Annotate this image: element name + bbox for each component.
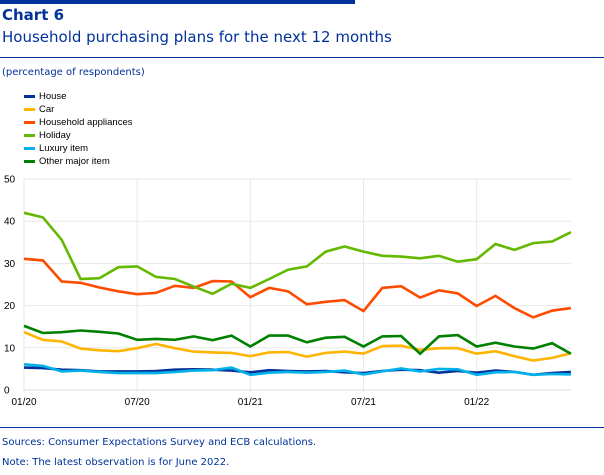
legend-item: House [24,90,132,103]
series-line-household-appliances [23,257,572,319]
legend-label: Household appliances [39,117,133,128]
title-divider [0,57,604,58]
legend-label: Car [39,104,55,115]
legend-swatch [24,108,35,111]
legend-item: Holiday [24,129,132,142]
y-tick-label: 20 [4,301,16,312]
x-tick-label: 07/21 [351,397,376,408]
line-chart: 0 10 20 30 40 50 01/20 07/20 01/21 07/21 01/22 [4,175,572,408]
x-tick-label: 07/20 [125,397,150,408]
chart-number: Chart 6 [2,6,65,24]
y-tick-label: 40 [4,217,16,228]
legend-label: House [39,91,67,102]
legend-label: Luxury item [39,143,89,154]
series-line-holiday [23,211,572,296]
observation-note: Note: The latest observation is for June… [2,457,230,468]
legend-item: Car [24,103,132,116]
legend-swatch [24,160,35,163]
legend-item: Household appliances [24,116,132,129]
legend-swatch [24,134,35,137]
legend-item: Other major item [24,155,132,168]
y-tick-label: 30 [4,259,16,270]
unit-note: (percentage of respondents) [2,67,145,78]
y-tick-label: 10 [4,343,16,354]
legend-swatch [24,95,35,98]
chart-legend: House Car Household appliances Holiday Luxur… [24,90,132,168]
legend-label: Holiday [39,130,71,141]
y-tick-label: 50 [4,175,16,186]
x-tick-label: 01/20 [11,397,36,408]
legend-label: Other major item [39,156,110,167]
legend-item: Luxury item [24,142,132,155]
series-line-luxury-item [23,363,571,377]
sources-note: Sources: Consumer Expectations Survey an… [2,437,317,448]
series-line-other-major-item [23,324,572,356]
series-line-car [23,330,572,362]
chart-title: Household purchasing plans for the next … [2,28,392,46]
top-accent-bar [0,0,355,4]
legend-swatch [24,121,35,124]
footer-divider [0,427,604,428]
x-tick-label: 01/21 [238,397,263,408]
x-tick-label: 01/22 [464,397,489,408]
legend-swatch [24,147,35,150]
y-tick-label: 0 [4,386,10,397]
